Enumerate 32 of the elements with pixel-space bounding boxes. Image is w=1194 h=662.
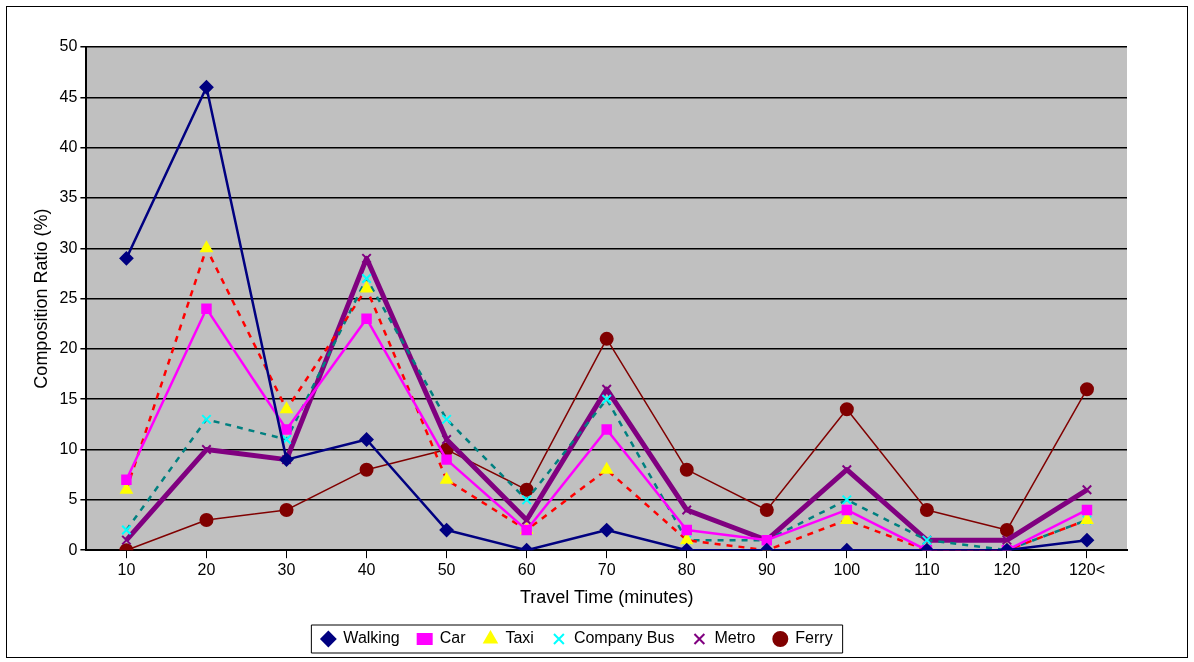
y-tick-label: 15 — [59, 389, 78, 407]
x-tick-label: 40 — [357, 561, 376, 579]
x-tick-label: 60 — [517, 561, 536, 579]
y-tick-label: 40 — [59, 138, 78, 156]
x-tick-label: 50 — [437, 561, 456, 579]
legend-label: Taxi — [505, 629, 534, 647]
y-tick-label: 5 — [68, 490, 78, 508]
y-tick-label: 30 — [59, 238, 78, 256]
x-tick-label: 20 — [197, 561, 216, 579]
legend-label: Metro — [714, 629, 756, 647]
legend-label: Walking — [343, 629, 400, 647]
x-tick-label: 90 — [757, 561, 776, 579]
y-axis-title: Composition Ratio (%) — [30, 208, 51, 389]
legend-label: Car — [439, 629, 467, 647]
y-tick-label: 45 — [59, 87, 78, 105]
x-tick-label: 110 — [914, 561, 940, 579]
y-tick-label: 25 — [59, 289, 78, 307]
x-axis-title: Travel Time (minutes) — [520, 587, 694, 608]
legend-label: Company Bus — [573, 629, 675, 647]
y-tick-label: 10 — [59, 439, 78, 457]
x-tick-label: 100 — [833, 561, 861, 579]
legend-label: Ferry — [795, 629, 833, 647]
y-tick-label: 20 — [59, 339, 78, 357]
x-tick-label: 120 — [993, 561, 1021, 579]
y-tick-label: 50 — [59, 37, 78, 55]
y-tick-label: 35 — [59, 188, 78, 206]
x-tick-label: 30 — [277, 561, 296, 579]
x-tick-label: 120< — [1068, 561, 1105, 579]
x-tick-label: 70 — [597, 561, 616, 579]
y-tick-label: 0 — [68, 540, 78, 558]
x-tick-label: 10 — [117, 561, 136, 579]
x-tick-label: 80 — [677, 561, 696, 579]
